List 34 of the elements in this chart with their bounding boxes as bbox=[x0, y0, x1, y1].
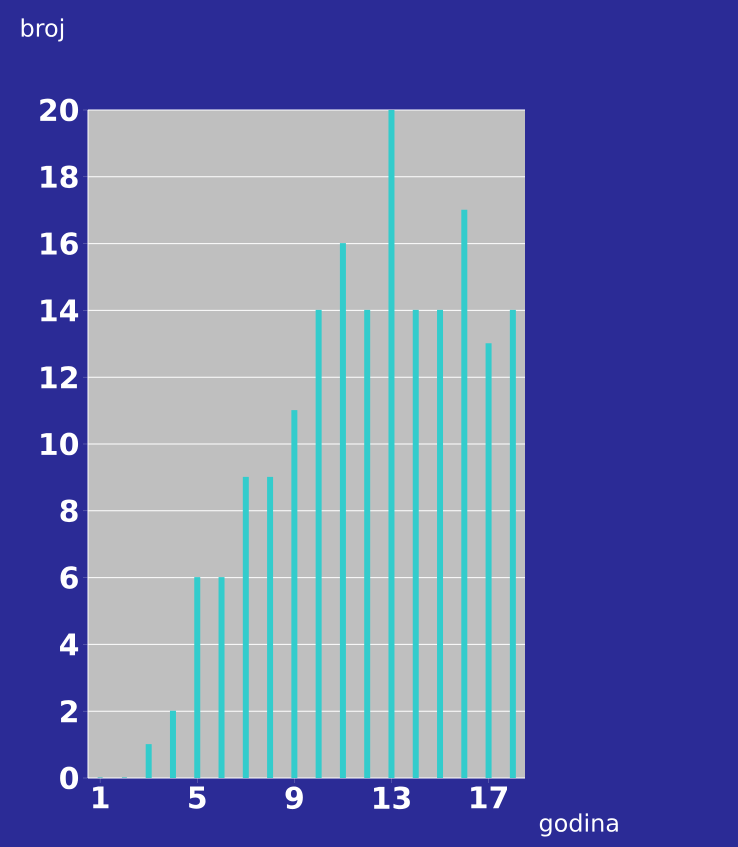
x-tick-label: 13 bbox=[374, 786, 410, 810]
bar bbox=[242, 476, 249, 778]
x-tick-label: 9 bbox=[286, 786, 303, 810]
y-tick-label: 6 bbox=[60, 566, 78, 589]
bar bbox=[170, 710, 176, 778]
bar bbox=[364, 310, 370, 778]
x-axis-title: godina bbox=[540, 813, 618, 837]
y-tick-label: 12 bbox=[41, 366, 77, 388]
bar bbox=[461, 210, 468, 778]
y-tick-label: 16 bbox=[41, 232, 78, 255]
y-tick-label: 8 bbox=[60, 499, 78, 522]
bar bbox=[437, 310, 444, 778]
y-tick-label: 4 bbox=[60, 633, 78, 656]
y-tick-label: 14 bbox=[41, 299, 78, 322]
y-tick-label: 20 bbox=[40, 98, 78, 122]
y-tick-label: 10 bbox=[41, 432, 78, 456]
bar bbox=[218, 577, 225, 778]
x-tick-label: 17 bbox=[471, 786, 508, 808]
y-tick-label: 2 bbox=[61, 700, 77, 722]
bar bbox=[340, 243, 346, 778]
bar bbox=[388, 110, 394, 778]
y-tick-label: 0 bbox=[60, 766, 78, 790]
bar bbox=[267, 476, 274, 778]
bar bbox=[486, 343, 492, 778]
bar bbox=[510, 310, 516, 778]
bar bbox=[291, 410, 298, 778]
x-tick-label: 1 bbox=[93, 786, 108, 808]
x-tick-label: 5 bbox=[189, 786, 206, 809]
bar bbox=[194, 577, 200, 778]
y-axis-title: broj bbox=[22, 18, 64, 42]
y-tick-label: 18 bbox=[41, 165, 78, 188]
bar bbox=[146, 744, 152, 778]
bar bbox=[412, 310, 419, 778]
bar bbox=[316, 310, 322, 778]
